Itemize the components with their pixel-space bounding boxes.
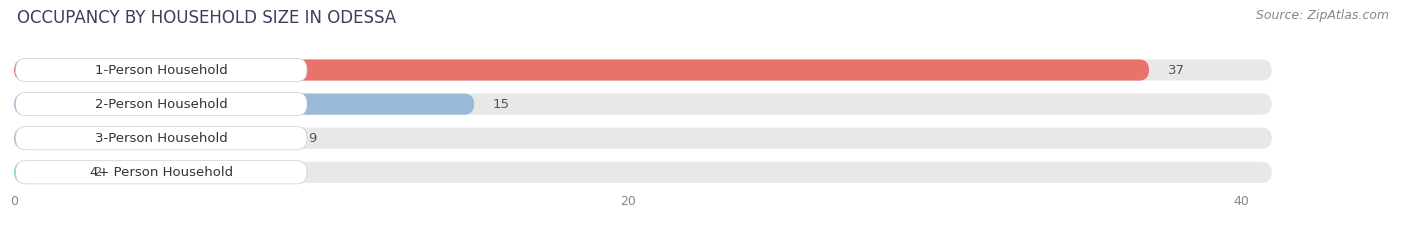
Text: 37: 37 [1167,64,1184,76]
Text: 2: 2 [94,166,103,179]
Text: 3-Person Household: 3-Person Household [96,132,228,145]
Text: 9: 9 [308,132,316,145]
Text: 4+ Person Household: 4+ Person Household [90,166,233,179]
Text: Source: ZipAtlas.com: Source: ZipAtlas.com [1256,9,1389,22]
FancyBboxPatch shape [14,59,1272,81]
FancyBboxPatch shape [15,93,307,116]
FancyBboxPatch shape [14,59,1149,81]
FancyBboxPatch shape [14,162,1272,183]
Text: OCCUPANCY BY HOUSEHOLD SIZE IN ODESSA: OCCUPANCY BY HOUSEHOLD SIZE IN ODESSA [17,9,396,27]
FancyBboxPatch shape [15,127,307,150]
FancyBboxPatch shape [15,161,307,184]
FancyBboxPatch shape [14,128,290,149]
Text: 2-Person Household: 2-Person Household [96,98,228,111]
FancyBboxPatch shape [15,58,307,82]
FancyBboxPatch shape [14,93,1272,115]
FancyBboxPatch shape [14,93,474,115]
FancyBboxPatch shape [14,128,1272,149]
Text: 1-Person Household: 1-Person Household [96,64,228,76]
FancyBboxPatch shape [14,162,76,183]
Text: 15: 15 [492,98,509,111]
